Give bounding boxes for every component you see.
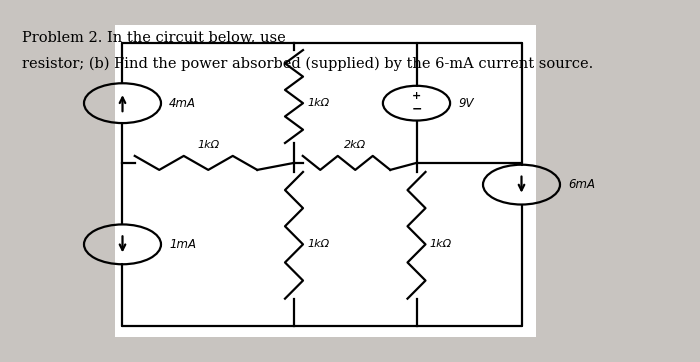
Text: −: − [412, 103, 421, 116]
Text: 1kΩ: 1kΩ [307, 239, 329, 249]
Text: +: + [412, 91, 421, 101]
Text: Problem 2. In the circuit below, use: Problem 2. In the circuit below, use [22, 30, 290, 44]
Text: resistor; (b) Find the power absorbed (supplied) by the 6-mA current source.: resistor; (b) Find the power absorbed (s… [22, 57, 594, 71]
Text: 1mA: 1mA [169, 238, 196, 251]
Text: 9V: 9V [458, 97, 474, 110]
Text: 1kΩ: 1kΩ [197, 140, 219, 150]
Text: 1kΩ: 1kΩ [430, 239, 452, 249]
Text: 1kΩ: 1kΩ [307, 98, 329, 108]
Text: 2kΩ: 2kΩ [344, 140, 366, 150]
FancyBboxPatch shape [116, 25, 536, 337]
Text: 4mA: 4mA [169, 97, 196, 110]
Text: 6mA: 6mA [568, 178, 595, 191]
